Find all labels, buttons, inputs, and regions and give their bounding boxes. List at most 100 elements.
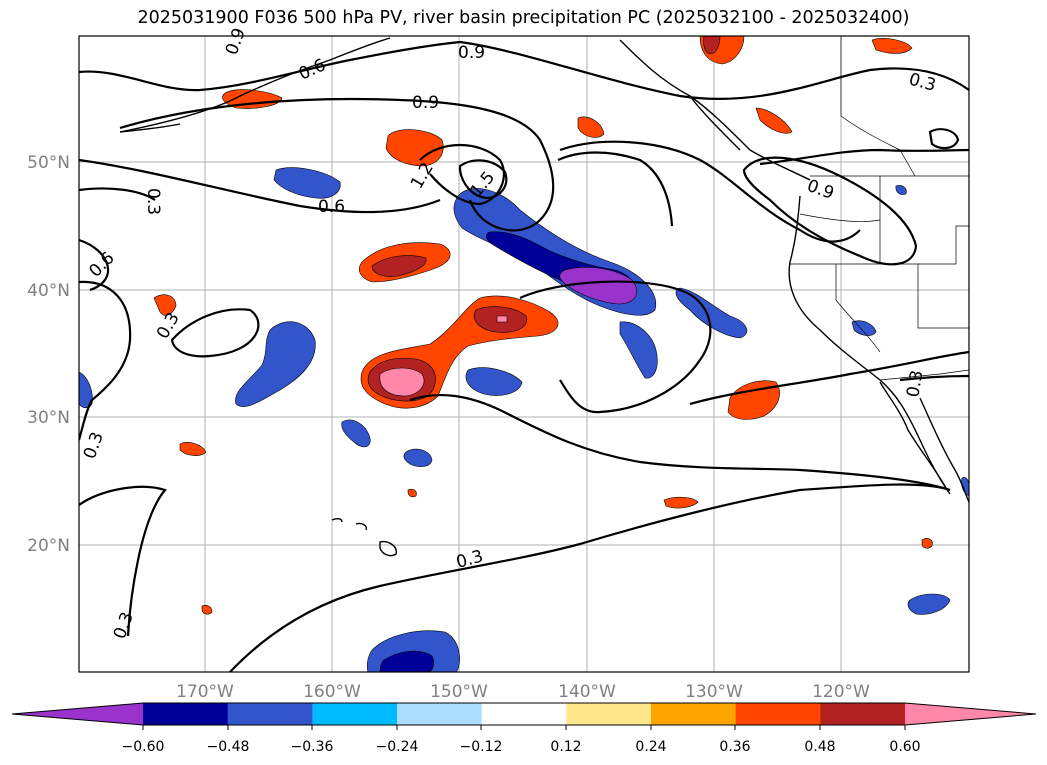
alaska-canada-border xyxy=(840,36,916,177)
longitude-labels: 170°W 160°W 150°W 140°W 130°W 120°W xyxy=(176,682,870,702)
pos-anomaly-west1-dark xyxy=(371,255,427,277)
pv-contour-0.3-subtropic xyxy=(229,483,951,672)
latitude-labels: 50°N 40°N 30°N 20°N xyxy=(27,153,70,556)
pos-anomaly-topright xyxy=(871,38,913,54)
colorbar-segment-7 xyxy=(651,703,737,725)
neg-anomaly-westedge xyxy=(79,371,93,409)
hawaii-island-2 xyxy=(355,522,368,531)
pv-contour-0.3-mid xyxy=(409,394,951,492)
lon-label-170w: 170°W xyxy=(176,682,234,702)
aleutian-arc xyxy=(119,123,181,133)
pos-anomaly-small-w xyxy=(153,294,177,316)
pv-contour-0.3-se xyxy=(899,374,969,382)
pv-contour-0.6-west xyxy=(79,238,110,292)
neg-anomaly-coast xyxy=(851,320,877,336)
mexico-border xyxy=(879,369,969,381)
state-line-5 xyxy=(835,264,881,353)
state-line-4 xyxy=(917,264,969,329)
lon-label-150w: 150°W xyxy=(430,682,488,702)
plot-frame xyxy=(78,35,970,673)
pv-contour-0.9-pnw xyxy=(742,156,918,266)
lat-label-30n: 30°N xyxy=(27,408,70,428)
colorbar: −0.60 −0.48 −0.36 −0.24 −0.12 0.12 0.24 … xyxy=(11,702,1037,755)
gridlines xyxy=(79,36,969,672)
lon-label-120w: 120°W xyxy=(812,682,870,702)
mexico-coast xyxy=(919,397,969,503)
contour-label-4: 0.3 xyxy=(143,188,163,215)
lon-label-140w: 140°W xyxy=(558,682,616,702)
coastlines xyxy=(119,37,969,557)
cb-tick-label-3: −0.24 xyxy=(376,739,419,755)
pv-contour-1.2-loop xyxy=(419,143,505,206)
lat-label-20n: 20°N xyxy=(27,536,70,556)
colorbar-segment-6 xyxy=(566,703,652,725)
pos-anomaly-top-dark xyxy=(703,36,721,55)
pv-contour-1.5-loop xyxy=(458,159,508,200)
cb-tick-label-7: 0.36 xyxy=(719,739,750,755)
pv-contour-0.6-jet xyxy=(79,158,441,214)
pv-contour-0.9-jet xyxy=(119,97,555,232)
pos-anomaly-small-sw xyxy=(179,442,207,456)
cb-tick-label-4: −0.12 xyxy=(460,739,503,755)
contour-label-1: 0.9 xyxy=(412,93,439,113)
neg-anomaly-ne xyxy=(895,185,907,195)
lat-label-50n: 50°N xyxy=(27,153,70,173)
colorbar-segment-9 xyxy=(820,703,906,725)
pos-anomaly-central-pink xyxy=(379,367,425,397)
lon-label-130w: 130°W xyxy=(685,682,743,702)
colorbar-segment-5 xyxy=(481,703,567,725)
cb-tick-label-1: −0.48 xyxy=(207,739,250,755)
neg-anomaly-west xyxy=(235,321,316,407)
precipitation-anomaly-shading xyxy=(79,36,969,672)
pos-anomaly-tiny xyxy=(201,604,213,615)
pv-contour-0.3-south xyxy=(79,485,167,637)
neg-anomaly-tail xyxy=(619,321,658,379)
neg-anomaly-se xyxy=(907,593,951,615)
map-title: 2025031900 F036 500 hPa PV, river basin … xyxy=(137,8,910,28)
pv-contour-0.9-north xyxy=(79,40,461,92)
colorbar-segments xyxy=(12,703,1036,725)
colorbar-segment-10 xyxy=(905,703,1036,725)
state-line-1 xyxy=(799,176,881,222)
colorbar-segment-3 xyxy=(312,703,398,725)
pos-anomaly-sub xyxy=(663,496,699,509)
pv-contour-small-ne xyxy=(928,128,960,150)
colorbar-tick-labels: −0.60 −0.48 −0.36 −0.24 −0.12 0.12 0.24 … xyxy=(122,739,921,755)
pv-contours xyxy=(79,40,969,672)
pos-anomaly-tiny2 xyxy=(921,538,933,549)
colorbar-segment-4 xyxy=(397,703,483,725)
pv-contour-0.3-nw xyxy=(79,187,156,201)
state-line-2 xyxy=(790,225,969,265)
pos-anomaly-bc xyxy=(755,107,793,134)
pos-anomaly-coast xyxy=(727,380,780,420)
contour-label-0: 0.9 xyxy=(458,43,485,63)
neg-anomaly-small2 xyxy=(403,448,433,467)
neg-anomaly-mid xyxy=(465,367,523,396)
pos-anomaly-north xyxy=(385,129,444,167)
alaska-coast xyxy=(119,37,391,133)
pv-contour-inner xyxy=(557,151,674,227)
neg-anomaly-south-core xyxy=(379,650,434,672)
cb-tick-label-8: 0.48 xyxy=(804,739,835,755)
us-west-coast xyxy=(788,195,951,495)
pos-anomaly-upper-pink xyxy=(496,315,508,323)
lat-label-40n: 40°N xyxy=(27,281,70,301)
hawaii-island-1 xyxy=(331,517,343,523)
cb-tick-label-5: 0.12 xyxy=(550,739,581,755)
colorbar-segment-0 xyxy=(12,703,143,725)
neg-anomaly-purple xyxy=(559,266,638,305)
cb-tick-label-9: 0.60 xyxy=(889,739,920,755)
contour-label-15: 0.3 xyxy=(903,369,927,399)
neg-anomaly-nw xyxy=(273,167,341,199)
pv-contour-0.3-east xyxy=(689,350,969,406)
lon-label-160w: 160°W xyxy=(303,682,361,702)
pos-anomaly-tiny3 xyxy=(407,488,417,498)
cb-tick-label-2: −0.36 xyxy=(291,739,334,755)
contour-label-3: 0.6 xyxy=(318,197,345,217)
colorbar-segment-1 xyxy=(143,703,229,725)
bc-coast xyxy=(689,95,741,151)
plot-area xyxy=(79,36,969,672)
pv-contour-0.9-cutoff xyxy=(519,280,712,414)
hawaii-island-3 xyxy=(379,540,397,557)
